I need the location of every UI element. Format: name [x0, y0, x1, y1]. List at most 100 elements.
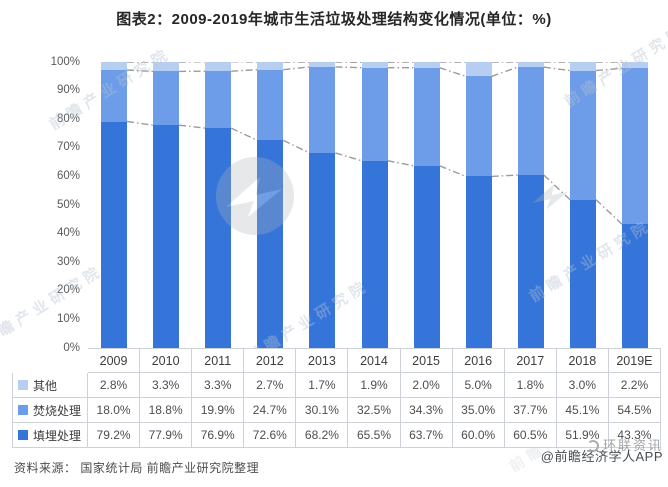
bar-segment-填埋处理-2012: [257, 140, 284, 348]
bar-segment-其他-2015: [413, 62, 440, 68]
legend-label: 其他: [33, 378, 58, 393]
table-year-header: 2009: [88, 348, 141, 373]
table-value-cell: 1.9%: [348, 373, 401, 398]
bar-segment-焚烧处理-2018: [569, 70, 596, 200]
bar-segment-焚烧处理-2017: [517, 67, 544, 175]
table-year-header: 2011: [192, 348, 245, 373]
bar-segment-填埋处理-2018: [569, 199, 596, 348]
bar-segment-填埋处理-2015: [413, 165, 440, 348]
bar-segment-焚烧处理-2012: [257, 69, 284, 141]
y-axis-tick-label: 50%: [56, 198, 80, 211]
table-value-cell: 37.7%: [504, 398, 557, 423]
table-value-cell: 60.0%: [452, 423, 505, 448]
legend-swatch: [18, 430, 28, 440]
table-value-cell: 45.1%: [556, 398, 609, 423]
stacked-bar-chart: [88, 61, 661, 348]
bar-segment-填埋处理-2011: [205, 128, 232, 348]
table-value-cell: 2.0%: [400, 373, 453, 398]
bar-segment-焚烧处理-2016: [465, 76, 492, 177]
y-axis-tick-label: 10%: [56, 312, 80, 325]
data-table: 2009 2010 2011 2012 2013 2014 2015 2016 2017 2018…: [12, 348, 661, 448]
bar-segment-填埋处理-2010: [153, 125, 180, 348]
bar-segment-填埋处理-2009: [101, 121, 128, 348]
brand-watermark: 环联资讯: [541, 438, 663, 453]
y-axis-tick-label: 80%: [56, 112, 80, 125]
table-year-header: 2010: [140, 348, 193, 373]
bar-segment-其他-2016: [465, 62, 492, 77]
table-value-cell: 3.3%: [192, 373, 245, 398]
bar-segment-其他-2019E: [621, 62, 648, 69]
huanlian-logo-icon: [586, 439, 599, 452]
table-value-cell: 19.9%: [192, 398, 245, 423]
bar-segment-其他-2014: [361, 62, 388, 68]
table-corner-cell: [12, 348, 88, 373]
table-year-header: 2018: [556, 348, 609, 373]
table-value-cell: 34.3%: [400, 398, 453, 423]
bar-segment-其他-2012: [257, 62, 284, 70]
table-year-header: 2015: [400, 348, 453, 373]
bar-segment-焚烧处理-2013: [309, 66, 336, 153]
legend-item-填埋处理: 填埋处理: [12, 423, 88, 448]
legend-item-焚烧处理: 焚烧处理: [12, 398, 88, 423]
chart-title: 图表2：2009-2019年城市生活垃圾处理结构变化情况(单位：%): [116, 11, 552, 28]
y-axis-tick-label: 70%: [56, 141, 80, 154]
source-note: 资料来源： 国家统计局 前瞻产业研究院整理: [14, 461, 260, 475]
y-axis-tick-label: 30%: [56, 255, 80, 268]
table-value-cell: 1.8%: [504, 373, 557, 398]
table-value-cell: 68.2%: [296, 423, 349, 448]
bar-segment-焚烧处理-2015: [413, 67, 440, 166]
legend-label: 焚烧处理: [33, 403, 82, 418]
legend-swatch: [18, 405, 28, 415]
table-value-cell: 18.8%: [140, 398, 193, 423]
bar-segment-其他-2013: [309, 62, 336, 67]
bar-segment-填埋处理-2013: [309, 152, 336, 348]
table-value-cell: 72.6%: [244, 423, 297, 448]
table-value-cell: 35.0%: [452, 398, 505, 423]
bar-segment-其他-2018: [569, 62, 596, 71]
bar-segment-焚烧处理-2009: [101, 70, 128, 122]
table-value-cell: 2.2%: [608, 373, 661, 398]
table-value-cell: 51.9%: [556, 423, 609, 448]
table-value-cell: 60.5%: [504, 423, 557, 448]
y-axis-tick-label: 100%: [50, 55, 80, 68]
table-value-cell: 1.7%: [296, 373, 349, 398]
table-year-header: 2013: [296, 348, 349, 373]
brand-watermark-label: 环联资讯: [602, 438, 663, 453]
bar-segment-焚烧处理-2010: [153, 71, 180, 126]
legend-item-其他: 其他: [12, 373, 88, 398]
bar-segment-其他-2010: [153, 62, 180, 72]
table-value-cell: 63.7%: [400, 423, 453, 448]
table-value-cell: 2.8%: [88, 373, 141, 398]
table-year-header: 2019E: [608, 348, 661, 373]
table-year-header: 2012: [244, 348, 297, 373]
y-axis-tick-label: 40%: [56, 227, 80, 240]
legend-label: 填埋处理: [33, 428, 82, 443]
bar-segment-填埋处理-2014: [361, 160, 388, 348]
bar-segment-其他-2017: [517, 62, 544, 68]
legend-swatch: [18, 380, 28, 390]
bar-segment-焚烧处理-2014: [361, 67, 388, 161]
y-axis-tick-label: 0%: [63, 341, 80, 354]
y-axis-tick-label: 20%: [56, 284, 80, 297]
app-credit: @前瞻经济学人APP: [540, 449, 663, 464]
table-value-cell: 76.9%: [192, 423, 245, 448]
bar-segment-其他-2009: [101, 62, 128, 71]
bar-segment-填埋处理-2017: [517, 174, 544, 348]
table-value-cell: 24.7%: [244, 398, 297, 423]
table-year-header: 2014: [348, 348, 401, 373]
bar-segment-填埋处理-2019E: [621, 224, 648, 348]
table-value-cell: 2.7%: [244, 373, 297, 398]
table-value-cell: 77.9%: [140, 423, 193, 448]
y-axis-tick-label: 60%: [56, 169, 80, 182]
footer-credits: 环联资讯 @前瞻经济学人APP: [541, 438, 663, 464]
table-value-cell: 5.0%: [452, 373, 505, 398]
table-value-cell: 30.1%: [296, 398, 349, 423]
bar-segment-其他-2011: [205, 61, 232, 72]
table-value-cell: 54.5%: [608, 398, 661, 423]
table-value-cell: 18.0%: [88, 398, 141, 423]
table-value-cell: 3.3%: [140, 373, 193, 398]
table-value-cell: 79.2%: [88, 423, 141, 448]
table-value-cell: 32.5%: [348, 398, 401, 423]
bar-segment-填埋处理-2016: [465, 176, 492, 348]
table-value-cell: 3.0%: [556, 373, 609, 398]
